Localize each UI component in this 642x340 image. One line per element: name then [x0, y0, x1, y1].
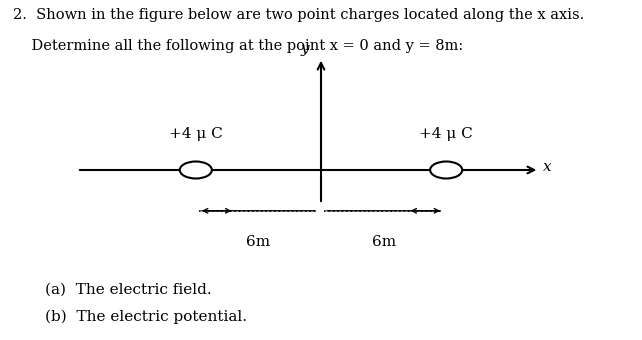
Text: (a)  The electric field.: (a) The electric field. [45, 282, 212, 296]
Text: (b)  The electric potential.: (b) The electric potential. [45, 309, 247, 324]
Text: 6m: 6m [247, 235, 270, 249]
Text: x: x [542, 160, 551, 174]
Text: +4 μ C: +4 μ C [169, 127, 223, 141]
Text: +4 μ C: +4 μ C [419, 127, 473, 141]
Circle shape [180, 162, 212, 178]
Text: Determine all the following at the point x = 0 and y = 8m:: Determine all the following at the point… [13, 39, 463, 53]
Text: 6m: 6m [372, 235, 395, 249]
Circle shape [430, 162, 462, 178]
Text: 2.  Shown in the figure below are two point charges located along the x axis.: 2. Shown in the figure below are two poi… [13, 8, 584, 22]
Text: y: y [301, 42, 309, 56]
